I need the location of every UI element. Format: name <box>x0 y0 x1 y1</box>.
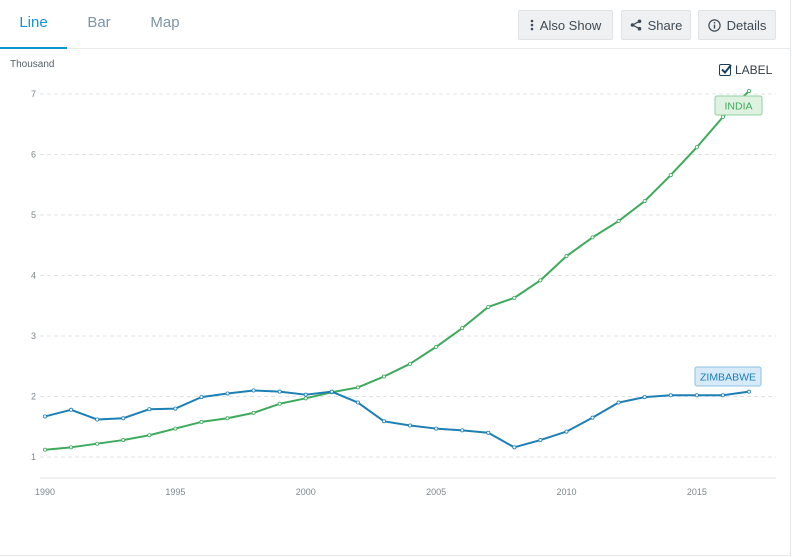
x-tick-label: 2015 <box>687 487 707 497</box>
data-point-zimbabwe <box>512 445 517 450</box>
series-label-zimbabwe: ZIMBABWE <box>700 372 756 384</box>
data-point-india <box>121 438 126 443</box>
data-point-india <box>381 374 386 379</box>
label-toggle[interactable]: LABEL <box>719 63 772 77</box>
x-tick-label: 2010 <box>556 487 576 497</box>
data-point-india <box>434 344 439 349</box>
label-toggle-text: LABEL <box>735 63 773 77</box>
data-point-india <box>694 145 699 150</box>
y-tick-label: 5 <box>31 210 36 220</box>
data-point-india <box>538 278 543 283</box>
data-point-zimbabwe <box>747 389 752 394</box>
data-point-zimbabwe <box>486 430 491 435</box>
data-point-india <box>590 235 595 240</box>
info-icon <box>707 18 721 32</box>
data-point-zimbabwe <box>303 392 308 397</box>
data-point-india <box>616 219 621 224</box>
data-point-zimbabwe <box>408 423 413 428</box>
data-point-india <box>303 396 308 401</box>
data-point-zimbabwe <box>694 393 699 398</box>
data-point-zimbabwe <box>642 395 647 400</box>
data-point-zimbabwe <box>564 429 569 434</box>
y-tick-label: 3 <box>31 331 36 341</box>
data-point-zimbabwe <box>616 400 621 405</box>
x-tick-label: 2000 <box>296 487 316 497</box>
data-point-india <box>277 401 282 406</box>
data-point-zimbabwe <box>460 428 465 433</box>
unit-label: Thousand <box>10 59 55 70</box>
tab-map[interactable]: Map <box>150 14 180 31</box>
data-point-india <box>747 88 752 93</box>
data-point-india <box>460 326 465 331</box>
details-button[interactable]: Details <box>698 10 776 40</box>
y-tick-label: 6 <box>31 150 36 160</box>
data-point-zimbabwe <box>173 406 178 411</box>
data-point-india <box>486 304 491 309</box>
y-tick-label: 1 <box>31 452 36 462</box>
data-point-zimbabwe <box>43 414 48 419</box>
data-point-zimbabwe <box>225 391 230 396</box>
data-point-india <box>512 295 517 300</box>
data-point-india <box>147 433 152 438</box>
data-point-zimbabwe <box>538 438 543 443</box>
also-show-button[interactable]: Also Show <box>518 10 613 40</box>
series-line-zimbabwe <box>44 389 750 449</box>
series-label-india: INDIA <box>724 101 752 113</box>
tab-line[interactable]: Line <box>0 0 67 49</box>
data-point-zimbabwe <box>69 407 74 412</box>
data-point-zimbabwe <box>121 416 126 421</box>
data-point-india <box>668 173 673 178</box>
data-point-zimbabwe <box>199 395 204 400</box>
share-label: Share <box>647 17 683 33</box>
data-point-india <box>251 410 256 415</box>
data-point-india <box>43 447 48 452</box>
tab-bar[interactable]: Bar <box>87 14 111 31</box>
data-point-zimbabwe <box>590 415 595 420</box>
checkbox-checked-icon[interactable] <box>719 64 732 76</box>
data-point-india <box>95 441 100 446</box>
series-label-box-zimbabwe <box>694 366 762 387</box>
series-line-india <box>44 90 750 451</box>
data-point-zimbabwe <box>381 419 386 424</box>
data-point-zimbabwe <box>147 407 152 412</box>
data-point-india <box>564 254 569 259</box>
line-chart: 1 2 3 4 5 6 7 1990 1995 2000 2005 2010 2015 INDIA ZIMB… <box>31 88 776 497</box>
data-point-zimbabwe <box>251 388 256 393</box>
data-point-zimbabwe <box>277 389 282 394</box>
y-tick-label: 2 <box>31 392 36 402</box>
series-label-box-india <box>714 95 763 116</box>
data-point-india <box>199 419 204 424</box>
data-point-zimbabwe <box>95 417 100 422</box>
data-point-india <box>173 426 178 431</box>
details-label: Details <box>726 17 767 33</box>
data-point-zimbabwe <box>668 393 673 398</box>
data-point-zimbabwe <box>720 393 725 398</box>
y-tick-label: 7 <box>31 89 36 99</box>
share-button[interactable]: Share <box>621 10 691 40</box>
data-point-india <box>408 361 413 366</box>
data-point-india <box>69 445 74 450</box>
data-point-india <box>642 199 647 204</box>
view-tabs: Line Bar Map Also Show Share Details <box>0 0 790 49</box>
data-point-zimbabwe <box>434 426 439 431</box>
data-point-india <box>225 416 230 421</box>
data-point-zimbabwe <box>355 400 360 405</box>
x-tick-label: 1990 <box>35 487 55 497</box>
data-point-zimbabwe <box>329 389 334 394</box>
x-tick-label: 2005 <box>426 487 446 497</box>
also-show-label: Also Show <box>539 17 602 33</box>
y-tick-label: 4 <box>31 271 36 281</box>
x-tick-label: 1995 <box>165 487 185 497</box>
more-vertical-icon <box>530 19 534 31</box>
data-point-india <box>355 385 360 390</box>
data-point-india <box>720 114 725 119</box>
share-icon <box>630 19 642 31</box>
